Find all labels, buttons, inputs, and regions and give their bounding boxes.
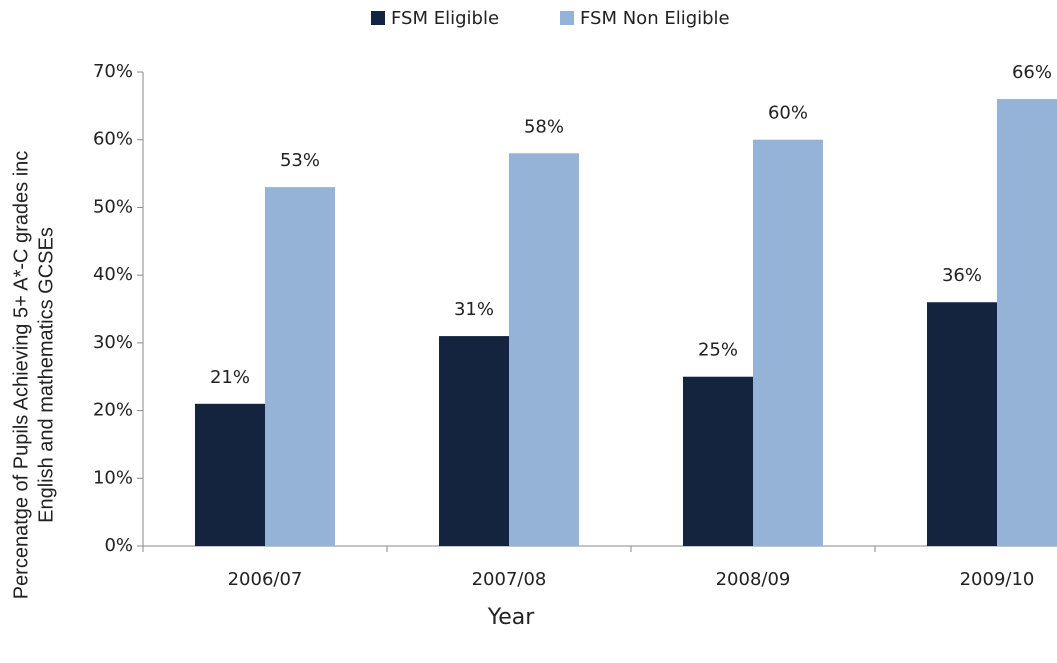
value-label: 58% (524, 116, 564, 137)
y-tick-label: 20% (93, 400, 133, 421)
bar (265, 187, 335, 546)
bar (195, 403, 265, 546)
value-label: 36% (942, 265, 982, 286)
legend-label: FSM Non Eligible (580, 8, 730, 29)
value-label: 25% (698, 340, 738, 361)
bar (997, 99, 1057, 546)
legend-swatch (560, 11, 574, 25)
y-tick-label: 40% (93, 264, 133, 285)
x-axis-title: Year (487, 605, 536, 630)
y-tick-label: 70% (93, 61, 133, 82)
value-label: 53% (280, 150, 320, 171)
value-label: 66% (1012, 62, 1052, 83)
legend-swatch (371, 11, 385, 25)
value-label: 31% (454, 299, 494, 320)
y-tick-label: 50% (93, 196, 133, 217)
bar (683, 376, 753, 546)
x-tick-label: 2009/10 (960, 569, 1035, 590)
y-tick-label: 0% (104, 535, 133, 556)
bar (753, 139, 823, 546)
x-tick-label: 2006/07 (228, 569, 303, 590)
legend-label: FSM Eligible (391, 8, 499, 29)
y-tick-label: 60% (93, 129, 133, 150)
y-axis-title: Percenatge of Pupils Achieving 5+ A*-C g… (10, 151, 32, 600)
bar (927, 302, 997, 546)
y-tick-label: 10% (93, 467, 133, 488)
y-axis-title: English and mathematics GCSEs (35, 227, 57, 523)
value-label: 60% (768, 103, 808, 124)
bar (509, 153, 579, 546)
value-label: 21% (210, 367, 250, 388)
y-tick-label: 30% (93, 332, 133, 353)
x-tick-label: 2007/08 (472, 569, 547, 590)
x-tick-label: 2008/09 (716, 569, 791, 590)
bar (439, 336, 509, 546)
